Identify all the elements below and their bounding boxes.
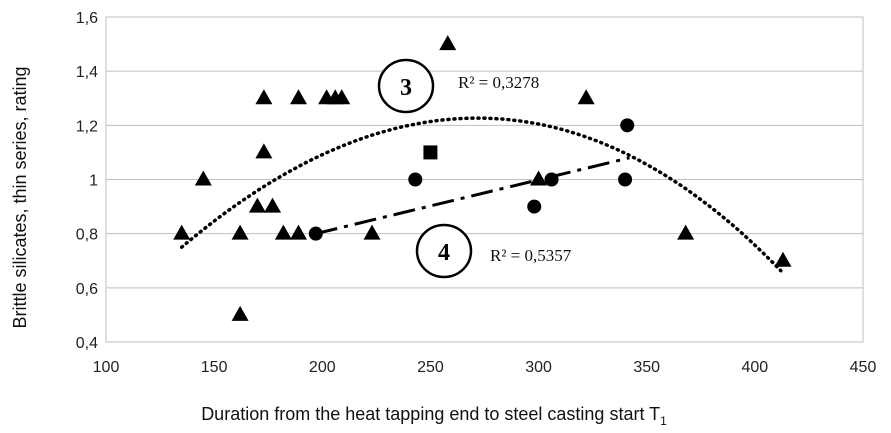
plot-area [105,16,864,343]
square-point [423,145,438,160]
triangle-point [439,35,457,51]
x-axis-title: Duration from the heat tapping end to st… [201,404,667,428]
trendline-label-circle-3 [377,58,435,114]
gridlines [106,16,863,343]
x-tick-label: 450 [850,359,877,376]
triangle-point [231,224,249,240]
y-tick-label: 1,2 [76,118,98,135]
y-tick-label: 0,6 [76,281,98,298]
annotations: 3 R² = 0,3278 4 R² = 0,5357 [377,58,572,279]
triangle-point [677,224,695,240]
y-axis-title: Brittle silicates, thin series, rating [10,66,30,328]
triangle-point [248,197,266,213]
y-tick-label: 1,6 [76,10,98,27]
x-axis-title-main: Duration from the heat tapping end to st… [201,404,660,424]
trendline-label-3: 3 [400,75,412,101]
triangle-point [774,251,792,267]
plot-frame [105,16,864,343]
triangle-point [194,170,212,186]
triangle-point [255,89,273,105]
trendline-label-4: 4 [438,240,450,266]
triangle-point [274,224,292,240]
circle-point [527,199,542,214]
trendline-4-dashdot [315,156,630,236]
circle-point [620,118,635,133]
y-tick-label: 1 [89,173,98,190]
data-points [173,35,792,321]
x-axis-ticks: 100 150 200 250 300 350 400 450 [93,359,877,376]
triangle-point [333,89,351,105]
triangle-point [289,224,307,240]
x-tick-label: 200 [309,359,336,376]
x-tick-label: 250 [417,359,444,376]
x-tick-label: 350 [633,359,660,376]
x-tick-label: 300 [525,359,552,376]
triangle-point [231,305,249,321]
x-tick-label: 100 [93,359,120,376]
y-axis-ticks: 0,4 0,6 0,8 1 1,2 1,4 1,6 [76,10,98,352]
triangle-point [289,89,307,105]
triangle-point [363,224,381,240]
triangle-point [255,143,273,159]
r-squared-label-3: R² = 0,3278 [458,73,539,92]
x-axis-title-subscript: 1 [660,414,667,428]
triangle-point [530,170,548,186]
circle-point [544,172,559,187]
x-tick-label: 150 [201,359,228,376]
trendline-3-dotted [179,116,783,273]
y-tick-label: 1,4 [76,64,98,81]
trendline-label-circle-4 [415,223,473,279]
circle-point [618,172,633,187]
y-tick-label: 0,8 [76,227,98,244]
trendlines [179,116,783,273]
x-tick-label: 400 [742,359,769,376]
triangle-point [577,89,595,105]
circle-point [408,172,423,187]
r-squared-label-4: R² = 0,5357 [490,246,572,265]
triangle-point [264,197,282,213]
triangle-point [173,224,191,240]
y-tick-label: 0,4 [76,335,98,352]
circle-point [308,226,323,241]
